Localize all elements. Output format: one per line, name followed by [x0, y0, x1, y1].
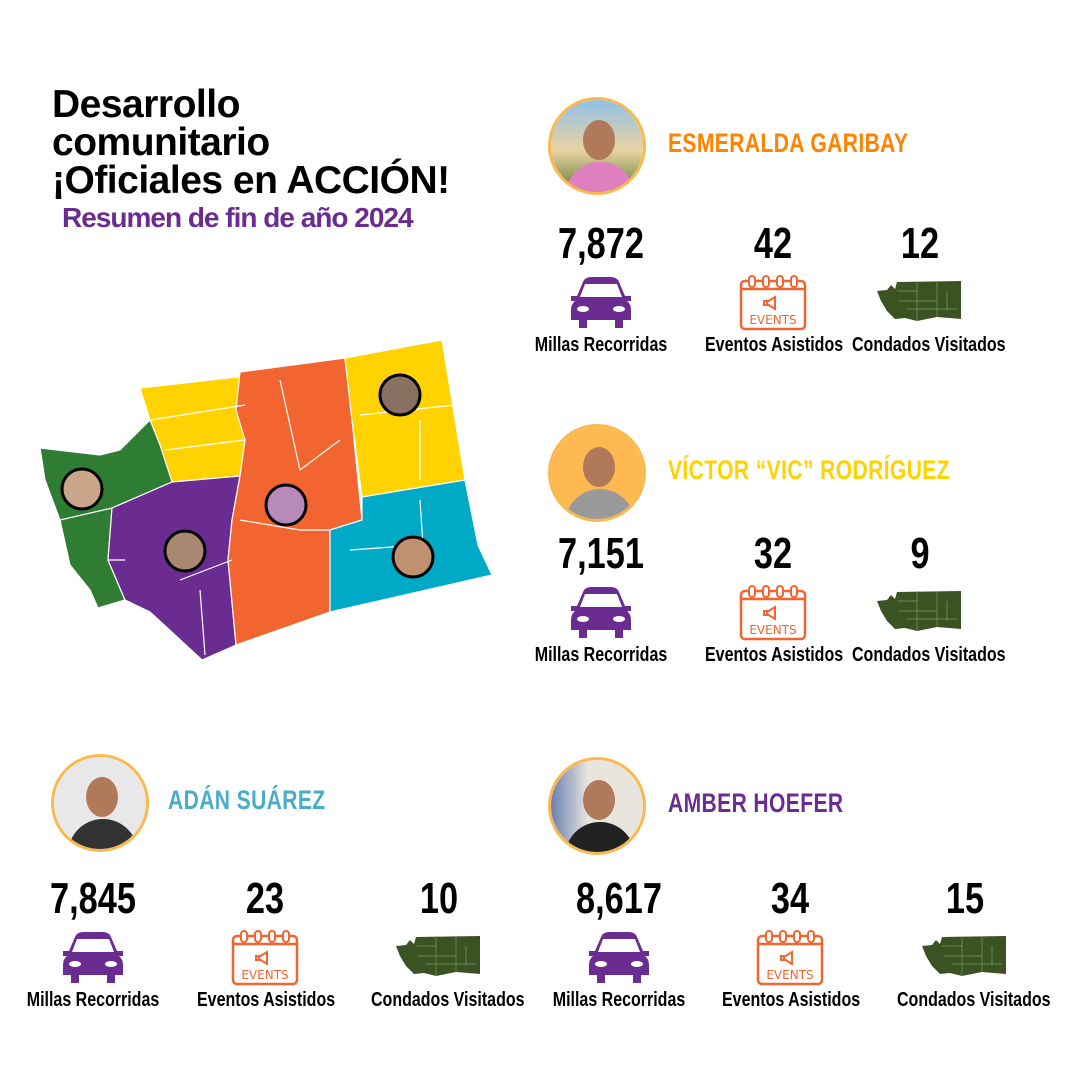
car-icon: [571, 277, 631, 328]
calendar-events-icon: EVENTS: [739, 585, 807, 641]
washington-state-map-icon: [922, 936, 1006, 976]
official-photo: [548, 424, 646, 522]
car-icon: [589, 932, 649, 983]
stat-label: Millas Recorridas: [534, 334, 668, 356]
stat-events: 32 EVENTS Eventos Asistidos: [688, 530, 858, 667]
svg-text:EVENTS: EVENTS: [241, 968, 288, 982]
stat-value: 23: [245, 874, 285, 923]
stat-value: 7,872: [558, 219, 644, 268]
pin-amber: [163, 529, 207, 573]
stat-label: Eventos Asistidos: [705, 334, 844, 356]
stat-label: Eventos Asistidos: [722, 989, 861, 1011]
stat-counties: 10 Condados Visitados: [354, 874, 525, 1012]
stat-label: Millas Recorridas: [534, 644, 668, 666]
title-line: Desarrollo: [52, 83, 240, 126]
stat-counties: 12 Condados Visitados: [835, 219, 1006, 357]
map-region-northeast: [344, 339, 466, 498]
stat-label: Condados Visitados: [897, 989, 1051, 1011]
svg-text:EVENTS: EVENTS: [766, 968, 813, 982]
stat-value: 10: [419, 874, 459, 923]
stat-label: Condados Visitados: [852, 334, 1006, 356]
stat-label: Condados Visitados: [371, 989, 525, 1011]
official-photo: [548, 97, 646, 195]
subtitle: Resumen de fin de año 2024: [62, 202, 414, 233]
pin-adan-2: [391, 535, 435, 579]
stat-events: 23 EVENTS Eventos Asistidos: [180, 875, 350, 1012]
svg-text:EVENTS: EVENTS: [749, 313, 796, 327]
washington-state-map-icon: [396, 936, 480, 976]
stat-label: Condados Visitados: [852, 644, 1006, 666]
stat-miles: 7,872 Millas Recorridas: [516, 220, 686, 357]
official-name: VÍCTOR “VIC” RODRÍGUEZ: [668, 455, 950, 485]
stat-value: 12: [900, 219, 940, 268]
title-line: comunitario: [52, 121, 270, 164]
official-pins: [60, 373, 435, 579]
official-name: ESMERALDA GARIBAY: [668, 128, 909, 158]
official-photo: [51, 754, 149, 852]
stat-counties: 15 Condados Visitados: [880, 874, 1051, 1012]
calendar-events-icon: EVENTS: [756, 930, 824, 986]
title-line: ¡Oficiales en ACCIÓN!: [52, 159, 450, 202]
stat-value: 8,617: [576, 874, 662, 923]
stat-label: Millas Recorridas: [26, 989, 160, 1011]
stat-counties: 9 Condados Visitados: [835, 529, 1006, 667]
car-icon: [63, 932, 123, 983]
pin-victor: [378, 373, 422, 417]
stat-label: Millas Recorridas: [552, 989, 686, 1011]
calendar-events-icon: EVENTS: [739, 275, 807, 331]
stat-miles: 8,617 Millas Recorridas: [534, 875, 704, 1012]
stat-label: Eventos Asistidos: [705, 644, 844, 666]
stat-value: 34: [770, 874, 810, 923]
pin-adan: [60, 467, 104, 511]
stat-miles: 7,151 Millas Recorridas: [516, 530, 686, 667]
calendar-events-icon: EVENTS: [231, 930, 299, 986]
washington-regions-map: [39, 339, 493, 661]
stat-value: 15: [945, 874, 985, 923]
stat-label: Eventos Asistidos: [197, 989, 336, 1011]
page-title: Desarrollo comunitario ¡Oficiales en ACC…: [52, 83, 450, 202]
car-icon: [571, 587, 631, 638]
stat-value: 7,845: [50, 874, 136, 923]
stat-value: 32: [753, 529, 793, 578]
svg-text:EVENTS: EVENTS: [749, 623, 796, 637]
washington-state-map-icon: [877, 591, 961, 631]
washington-state-map-icon: [877, 281, 961, 321]
stat-miles: 7,845 Millas Recorridas: [8, 875, 178, 1012]
stat-value: 7,151: [558, 529, 644, 578]
stat-events: 42 EVENTS Eventos Asistidos: [688, 220, 858, 357]
pin-esmeralda: [264, 483, 308, 527]
stat-events: 34 EVENTS Eventos Asistidos: [705, 875, 875, 1012]
official-photo: [548, 757, 646, 855]
stat-value: 42: [753, 219, 793, 268]
official-name: AMBER HOEFER: [668, 788, 844, 818]
official-name: ADÁN SUÁREZ: [168, 785, 326, 815]
stat-value: 9: [910, 529, 930, 578]
